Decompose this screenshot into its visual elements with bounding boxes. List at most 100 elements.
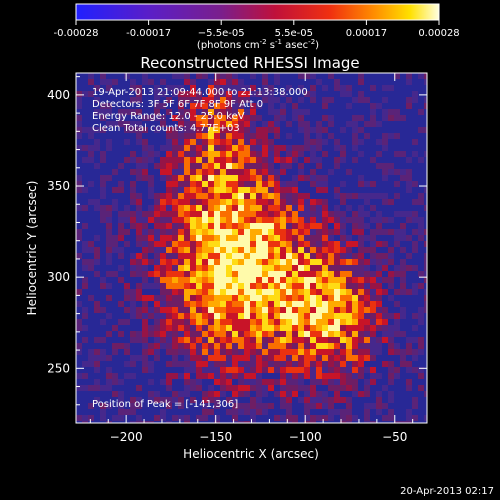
heatmap-cell bbox=[88, 157, 94, 163]
heatmap-cell bbox=[160, 391, 166, 397]
heatmap-image bbox=[76, 73, 427, 423]
heatmap-cell bbox=[154, 301, 160, 307]
heatmap-cell bbox=[418, 313, 424, 319]
heatmap-cell bbox=[412, 121, 418, 127]
heatmap-cell bbox=[292, 139, 298, 145]
heatmap-cell bbox=[88, 343, 94, 349]
heatmap-cell bbox=[418, 283, 424, 289]
heatmap-cell bbox=[394, 115, 400, 121]
heatmap-cell bbox=[220, 349, 226, 355]
heatmap-cell bbox=[94, 241, 100, 247]
heatmap-cell bbox=[394, 109, 400, 115]
heatmap-cell bbox=[376, 295, 382, 301]
heatmap-cell bbox=[406, 199, 412, 205]
heatmap-cell bbox=[118, 247, 124, 253]
heatmap-cell bbox=[340, 397, 346, 403]
heatmap-cell bbox=[298, 109, 304, 115]
heatmap-cell bbox=[298, 253, 304, 259]
heatmap-cell bbox=[226, 229, 232, 235]
heatmap-cell bbox=[286, 85, 292, 91]
heatmap-cell bbox=[208, 211, 214, 217]
heatmap-cell bbox=[292, 247, 298, 253]
heatmap-cell bbox=[382, 175, 388, 181]
heatmap-cell bbox=[88, 319, 94, 325]
heatmap-cell bbox=[172, 409, 178, 415]
heatmap-cell bbox=[166, 187, 172, 193]
heatmap-cell bbox=[418, 205, 424, 211]
heatmap-cell bbox=[262, 349, 268, 355]
heatmap-cell bbox=[394, 133, 400, 139]
heatmap-cell bbox=[370, 103, 376, 109]
heatmap-cell bbox=[166, 325, 172, 331]
heatmap-cell bbox=[364, 355, 370, 361]
heatmap-cell bbox=[334, 313, 340, 319]
heatmap-cell bbox=[394, 289, 400, 295]
heatmap-cell bbox=[124, 343, 130, 349]
y-tick-label: 250 bbox=[47, 361, 70, 375]
heatmap-cell bbox=[358, 157, 364, 163]
heatmap-cell bbox=[166, 223, 172, 229]
heatmap-cell bbox=[94, 193, 100, 199]
heatmap-cell bbox=[334, 391, 340, 397]
heatmap-cell bbox=[370, 289, 376, 295]
heatmap-cell bbox=[418, 409, 424, 415]
heatmap-cell bbox=[106, 283, 112, 289]
heatmap-cell bbox=[322, 91, 328, 97]
heatmap-cell bbox=[226, 181, 232, 187]
heatmap-cell bbox=[274, 415, 280, 421]
heatmap-cell bbox=[166, 367, 172, 373]
heatmap-cell bbox=[256, 325, 262, 331]
heatmap-cell bbox=[190, 253, 196, 259]
heatmap-cell bbox=[232, 235, 238, 241]
heatmap-cell bbox=[142, 295, 148, 301]
heatmap-cell bbox=[172, 319, 178, 325]
heatmap-cell bbox=[232, 121, 238, 127]
heatmap-cell bbox=[226, 121, 232, 127]
heatmap-cell bbox=[160, 271, 166, 277]
heatmap-cell bbox=[400, 355, 406, 361]
heatmap-cell bbox=[346, 247, 352, 253]
heatmap-cell bbox=[418, 301, 424, 307]
heatmap-cell bbox=[220, 181, 226, 187]
heatmap-cell bbox=[226, 97, 232, 103]
heatmap-cell bbox=[148, 217, 154, 223]
heatmap-cell bbox=[292, 85, 298, 91]
heatmap-cell bbox=[358, 301, 364, 307]
heatmap-cell bbox=[310, 361, 316, 367]
heatmap-cell bbox=[328, 241, 334, 247]
heatmap-cell bbox=[298, 181, 304, 187]
heatmap-cell bbox=[190, 133, 196, 139]
heatmap-cell bbox=[142, 373, 148, 379]
heatmap-cell bbox=[334, 235, 340, 241]
heatmap-cell bbox=[166, 169, 172, 175]
heatmap-cell bbox=[190, 85, 196, 91]
heatmap-cell bbox=[352, 361, 358, 367]
heatmap-cell bbox=[370, 415, 376, 421]
heatmap-cell bbox=[238, 151, 244, 157]
heatmap-cell bbox=[250, 259, 256, 265]
heatmap-cell bbox=[340, 289, 346, 295]
heatmap-cell bbox=[262, 289, 268, 295]
heatmap-cell bbox=[76, 289, 82, 295]
heatmap-cell bbox=[202, 307, 208, 313]
heatmap-cell bbox=[202, 79, 208, 85]
heatmap-cell bbox=[418, 121, 424, 127]
heatmap-cell bbox=[334, 91, 340, 97]
heatmap-cell bbox=[154, 103, 160, 109]
heatmap-cell bbox=[268, 199, 274, 205]
heatmap-cell bbox=[376, 265, 382, 271]
heatmap-cell bbox=[244, 283, 250, 289]
heatmap-cell bbox=[418, 367, 424, 373]
heatmap-cell bbox=[202, 271, 208, 277]
heatmap-cell bbox=[382, 379, 388, 385]
heatmap-cell bbox=[334, 223, 340, 229]
heatmap-cell bbox=[214, 259, 220, 265]
heatmap-cell bbox=[358, 397, 364, 403]
heatmap-cell bbox=[214, 247, 220, 253]
heatmap-cell bbox=[262, 391, 268, 397]
heatmap-cell bbox=[256, 169, 262, 175]
heatmap-cell bbox=[160, 409, 166, 415]
heatmap-cell bbox=[280, 367, 286, 373]
heatmap-cell bbox=[136, 229, 142, 235]
heatmap-cell bbox=[148, 295, 154, 301]
